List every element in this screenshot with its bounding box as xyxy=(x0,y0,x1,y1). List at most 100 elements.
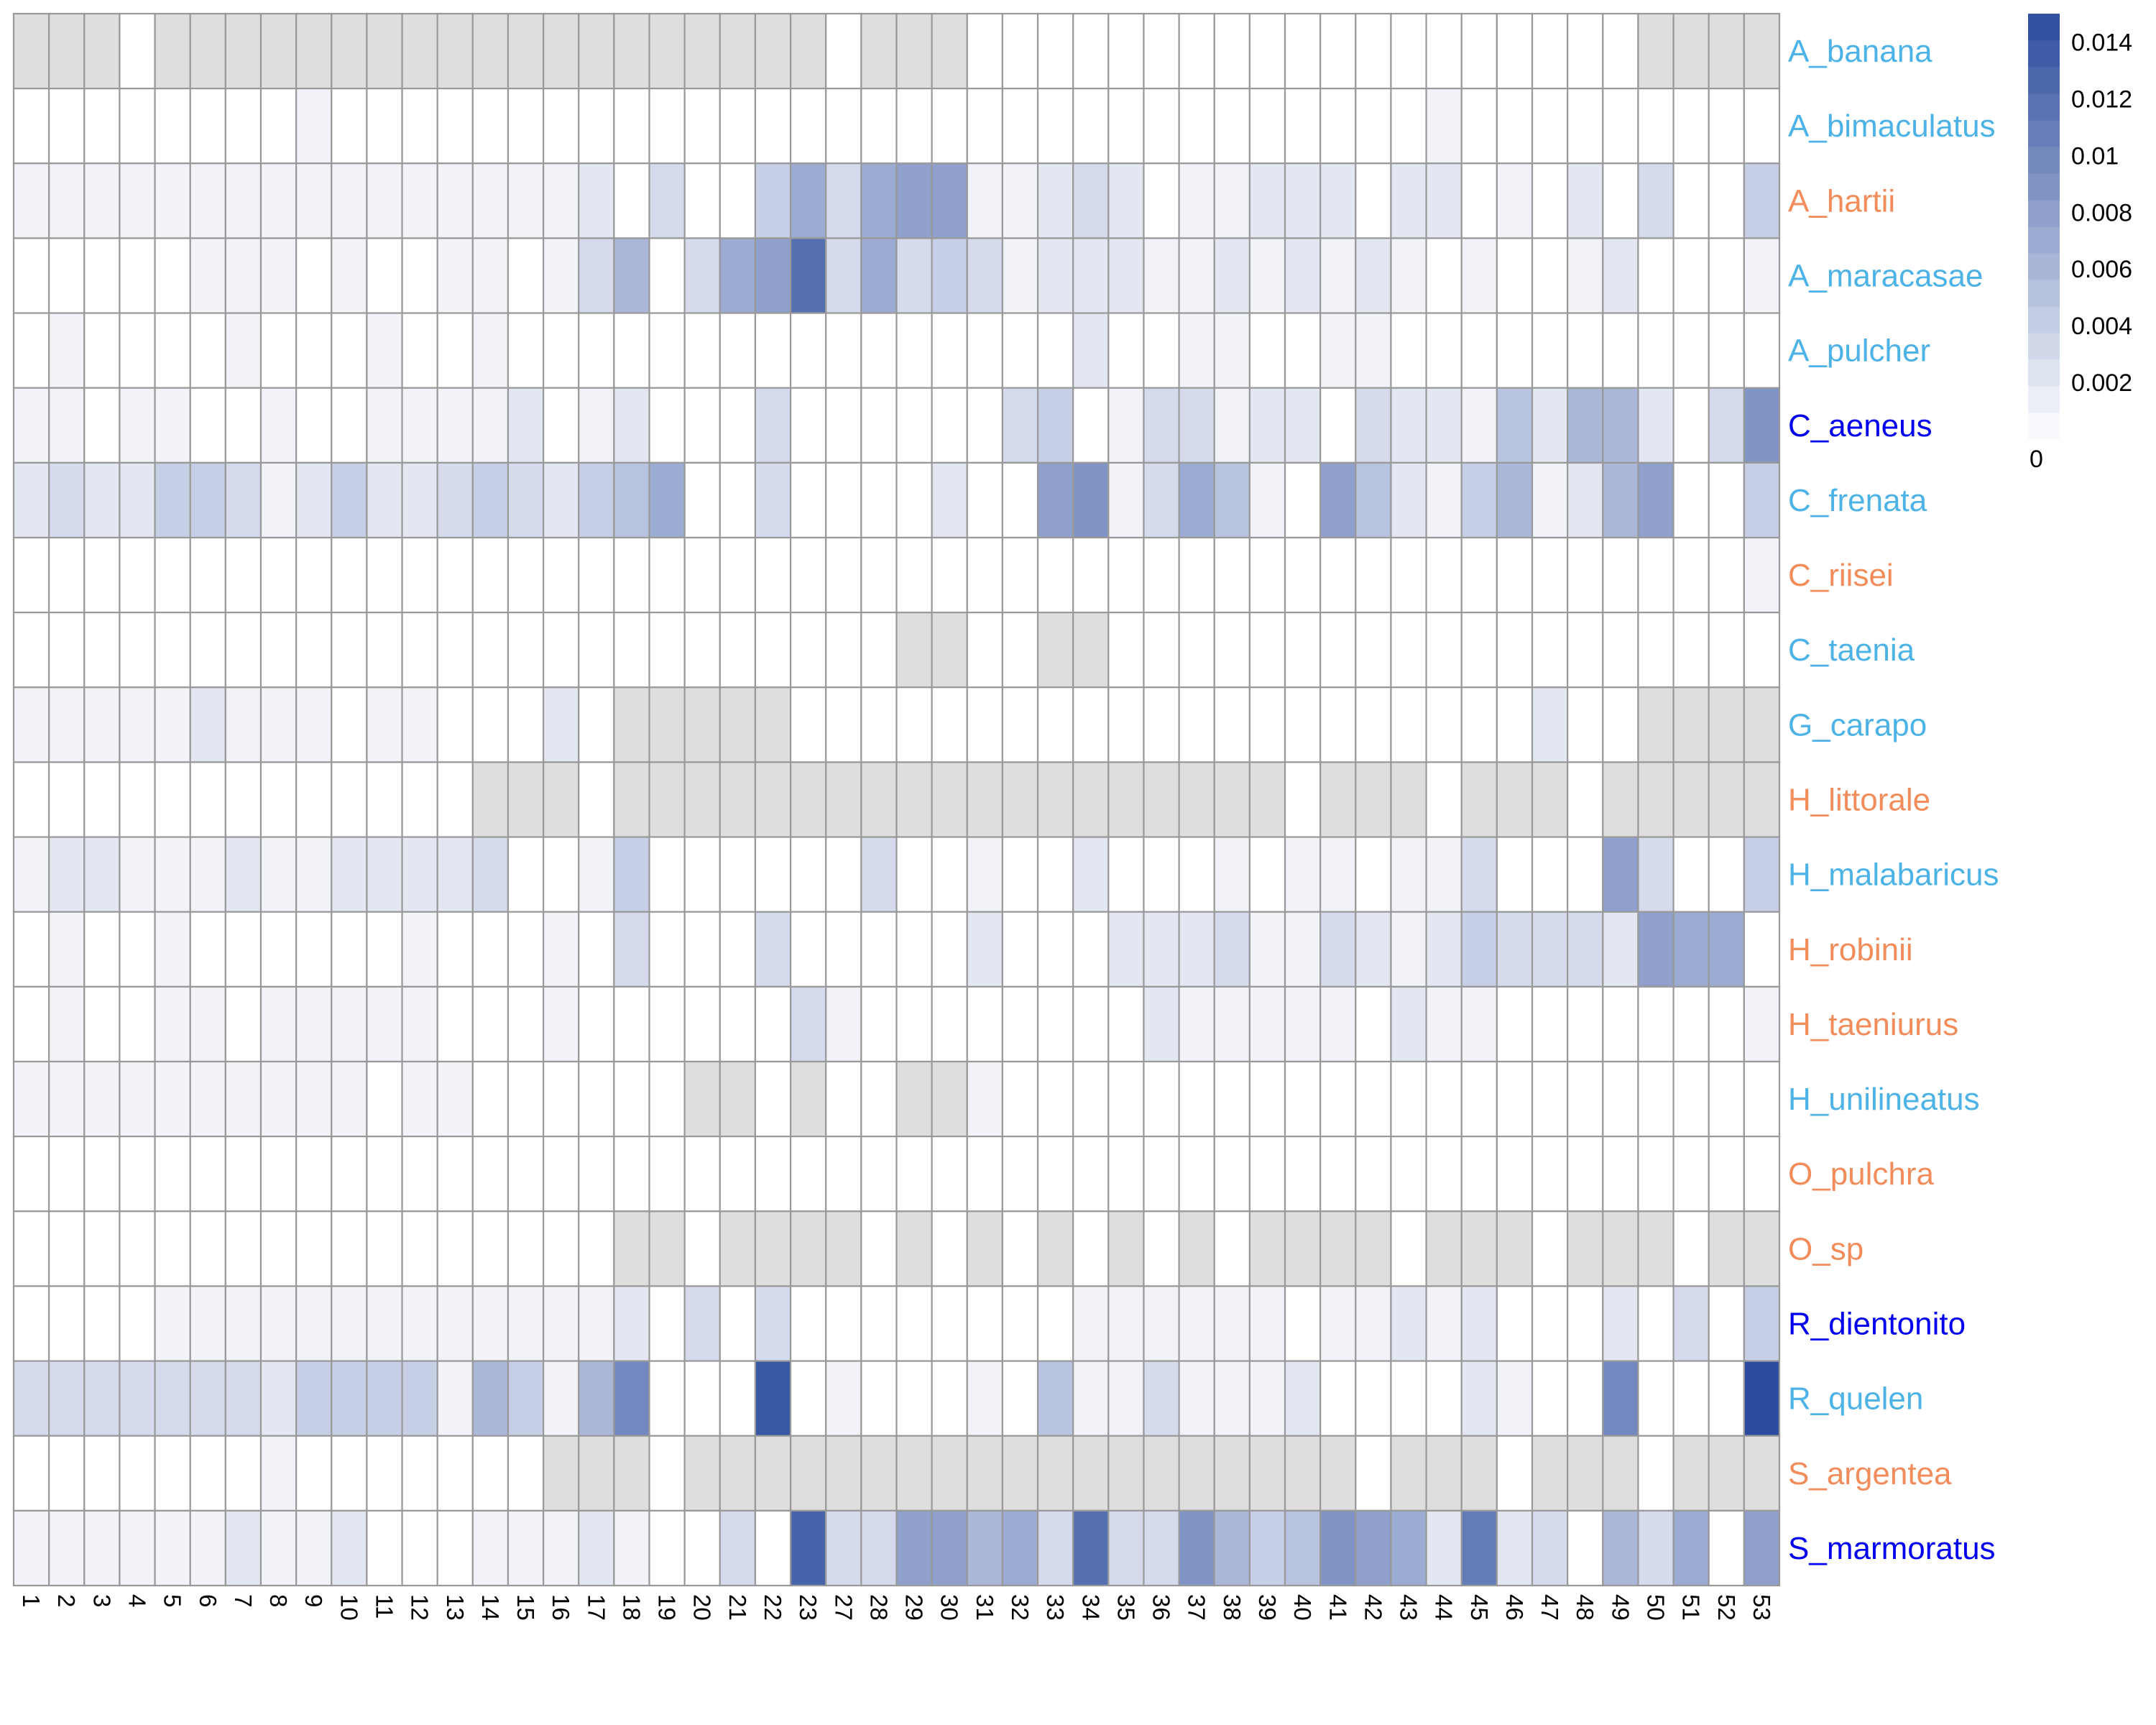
heatmap-cell-S_argentea-13 xyxy=(436,1435,474,1512)
heatmap-cell-A_hartii-11 xyxy=(366,162,403,239)
heatmap-cell-H_robinii-21 xyxy=(719,911,757,988)
heatmap-cell-H_robinii-17 xyxy=(578,911,615,988)
heatmap-cell-G_carapo-46 xyxy=(1496,686,1534,763)
heatmap-cell-A_pulcher-5 xyxy=(154,312,191,389)
heatmap-cell-H_littorale-21 xyxy=(719,761,757,838)
heatmap-cell-C_frenata-43 xyxy=(1390,461,1427,539)
heatmap-cell-H_malabaricus-36 xyxy=(1143,836,1180,913)
heatmap-cell-C_taenia-7 xyxy=(224,612,262,689)
heatmap-cell-A_maracasae-28 xyxy=(860,237,898,314)
heatmap-cell-A_hartii-37 xyxy=(1178,162,1215,239)
heatmap-cell-C_frenata-51 xyxy=(1672,461,1710,539)
heatmap-cell-S_argentea-5 xyxy=(154,1435,191,1512)
heatmap-cell-R_dientonito-27 xyxy=(825,1285,862,1362)
heatmap-cell-C_riisei-46 xyxy=(1496,536,1534,614)
heatmap-cell-A_bimaculatus-13 xyxy=(436,88,474,165)
heatmap-cell-A_bimaculatus-15 xyxy=(507,88,545,165)
heatmap-cell-H_robinii-49 xyxy=(1602,911,1639,988)
heatmap-cell-H_robinii-3 xyxy=(83,911,121,988)
column-label-39: 39 xyxy=(1254,1594,1281,1621)
heatmap-cell-R_quelen-32 xyxy=(1001,1360,1039,1437)
heatmap-cell-C_aeneus-53 xyxy=(1743,387,1781,464)
heatmap-cell-A_maracasae-38 xyxy=(1213,237,1251,314)
heatmap-cell-A_hartii-50 xyxy=(1637,162,1674,239)
heatmap-cell-G_carapo-36 xyxy=(1143,686,1180,763)
heatmap-cell-H_taeniurus-44 xyxy=(1425,985,1462,1063)
heatmap-cell-S_argentea-17 xyxy=(578,1435,615,1512)
heatmap-cell-A_bimaculatus-14 xyxy=(471,88,510,165)
heatmap-cell-A_banana-34 xyxy=(1072,12,1110,90)
heatmap-cell-C_frenata-49 xyxy=(1602,461,1639,539)
heatmap-cell-C_riisei-23 xyxy=(789,536,827,614)
heatmap-cell-H_robinii-19 xyxy=(648,911,686,988)
heatmap-cell-C_aeneus-8 xyxy=(259,387,298,464)
heatmap-cell-R_quelen-23 xyxy=(789,1360,827,1437)
heatmap-cell-H_littorale-3 xyxy=(83,761,121,838)
row-label-H_robinii: H_robinii xyxy=(1788,932,1913,967)
column-label-38: 38 xyxy=(1219,1594,1245,1621)
heatmap-cell-C_riisei-3 xyxy=(83,536,121,614)
heatmap-cell-R_quelen-8 xyxy=(259,1360,298,1437)
column-label-3: 3 xyxy=(88,1594,115,1607)
heatmap-cell-R_dientonito-14 xyxy=(471,1285,510,1362)
legend-swatch xyxy=(2028,40,2060,68)
heatmap-cell-H_littorale-23 xyxy=(789,761,827,838)
heatmap-cell-C_aeneus-22 xyxy=(754,387,792,464)
heatmap-cell-S_argentea-35 xyxy=(1107,1435,1145,1512)
legend-swatch xyxy=(2028,226,2060,254)
heatmap-cell-A_hartii-41 xyxy=(1319,162,1357,239)
heatmap-cell-C_aeneus-4 xyxy=(119,387,156,464)
heatmap-cell-H_taeniurus-52 xyxy=(1708,985,1745,1063)
heatmap-cell-C_riisei-5 xyxy=(154,536,191,614)
legend-swatch xyxy=(2028,14,2060,41)
heatmap-cell-G_carapo-2 xyxy=(48,686,86,763)
heatmap-cell-A_hartii-29 xyxy=(895,162,933,239)
heatmap-cell-O_sp-11 xyxy=(366,1210,403,1287)
heatmap-cell-S_argentea-30 xyxy=(931,1435,968,1512)
heatmap-cell-H_robinii-39 xyxy=(1248,911,1286,988)
heatmap-cell-H_littorale-52 xyxy=(1708,761,1745,838)
heatmap-cell-S_argentea-39 xyxy=(1248,1435,1286,1512)
heatmap-cell-A_banana-28 xyxy=(860,12,898,90)
heatmap-cell-O_pulchra-19 xyxy=(648,1136,686,1213)
heatmap-cell-H_littorale-6 xyxy=(189,761,226,838)
heatmap-cell-A_hartii-12 xyxy=(401,162,438,239)
heatmap-cell-R_quelen-10 xyxy=(331,1360,368,1437)
heatmap-cell-R_dientonito-32 xyxy=(1001,1285,1039,1362)
heatmap-cell-A_pulcher-9 xyxy=(295,312,333,389)
heatmap-cell-A_pulcher-43 xyxy=(1390,312,1427,389)
heatmap-cell-G_carapo-48 xyxy=(1567,686,1604,763)
heatmap-cell-C_frenata-20 xyxy=(683,461,721,539)
heatmap-cell-H_unilineatus-49 xyxy=(1602,1060,1639,1138)
heatmap-cell-H_littorale-17 xyxy=(578,761,615,838)
heatmap-cell-G_carapo-34 xyxy=(1072,686,1110,763)
heatmap-cell-C_aeneus-14 xyxy=(471,387,510,464)
heatmap-cell-A_pulcher-18 xyxy=(613,312,650,389)
heatmap-cell-H_malabaricus-51 xyxy=(1672,836,1710,913)
heatmap-cell-A_maracasae-53 xyxy=(1743,237,1781,314)
heatmap-cell-S_argentea-31 xyxy=(966,1435,1004,1512)
heatmap-cell-H_taeniurus-38 xyxy=(1213,985,1251,1063)
heatmap-cell-O_sp-30 xyxy=(931,1210,968,1287)
heatmap-cell-R_quelen-5 xyxy=(154,1360,191,1437)
heatmap-cell-C_riisei-51 xyxy=(1672,536,1710,614)
heatmap-cell-H_robinii-14 xyxy=(471,911,510,988)
heatmap-cell-S_argentea-42 xyxy=(1355,1435,1392,1512)
heatmap-cell-R_dientonito-17 xyxy=(578,1285,615,1362)
heatmap-cell-H_malabaricus-11 xyxy=(366,836,403,913)
heatmap-cell-H_littorale-51 xyxy=(1672,761,1710,838)
heatmap-cell-H_taeniurus-43 xyxy=(1390,985,1427,1063)
heatmap-cell-O_pulchra-4 xyxy=(119,1136,156,1213)
heatmap-cell-H_littorale-2 xyxy=(48,761,86,838)
heatmap-cell-A_pulcher-44 xyxy=(1425,312,1462,389)
heatmap-cell-H_malabaricus-39 xyxy=(1248,836,1286,913)
column-label-46: 46 xyxy=(1501,1594,1528,1621)
heatmap-cell-A_banana-23 xyxy=(789,12,827,90)
heatmap-cell-O_pulchra-37 xyxy=(1178,1136,1215,1213)
heatmap-cell-A_banana-52 xyxy=(1708,12,1745,90)
heatmap-cell-O_sp-41 xyxy=(1319,1210,1357,1287)
heatmap-cell-H_malabaricus-3 xyxy=(83,836,121,913)
heatmap-cell-A_maracasae-8 xyxy=(259,237,298,314)
heatmap-cell-A_banana-10 xyxy=(331,12,368,90)
heatmap-cell-A_maracasae-6 xyxy=(189,237,226,314)
